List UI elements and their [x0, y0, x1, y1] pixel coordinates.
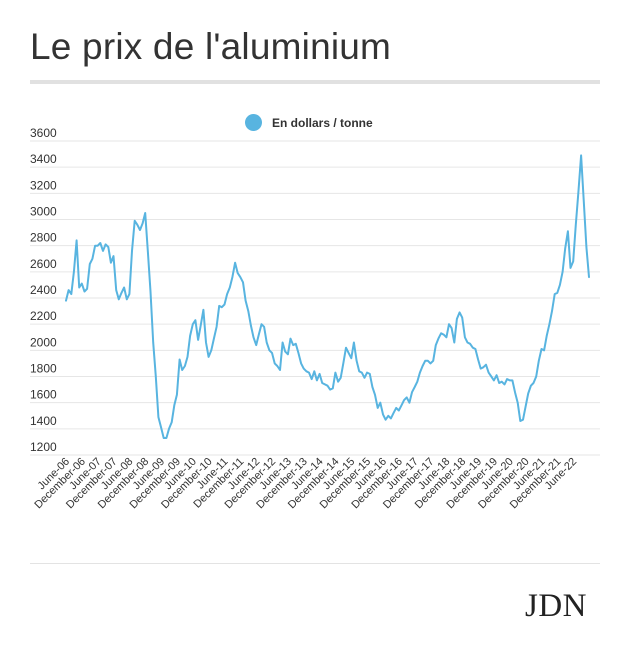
line-chart: 1200 1400 1600 1800 2000 2200 2400 2600 2800 3000… — [30, 126, 600, 512]
y-tick-label: 1600 — [30, 388, 57, 402]
title-divider — [30, 80, 600, 84]
chart-title: Le prix de l'aluminium — [30, 26, 392, 67]
y-tick-label: 2800 — [30, 231, 57, 245]
series-line — [65, 154, 590, 439]
y-tick-label: 1400 — [30, 414, 57, 428]
y-tick-label: 2000 — [30, 335, 57, 349]
y-tick-label: 3600 — [30, 126, 57, 140]
y-tick-label: 2600 — [30, 257, 57, 271]
y-tick-label: 3200 — [30, 178, 57, 192]
bottom-divider — [30, 563, 600, 564]
legend-marker — [245, 114, 262, 131]
legend-label: En dollars / tonne — [272, 115, 373, 130]
y-tick-label: 3400 — [30, 152, 57, 166]
grid-lines — [30, 140, 600, 456]
jdn-logo: JDN — [525, 588, 588, 624]
y-axis: 1200 1400 1600 1800 2000 2200 2400 2600 2800 3000… — [30, 126, 57, 454]
plot-area — [65, 154, 590, 439]
y-tick-label: 1200 — [30, 440, 57, 454]
y-tick-label: 2200 — [30, 309, 57, 323]
x-axis: June-06December-06June-07December-07June… — [32, 456, 579, 512]
chart-legend: En dollars / tonne — [245, 114, 373, 131]
y-tick-label: 2400 — [30, 283, 57, 297]
y-tick-label: 1800 — [30, 362, 57, 376]
y-tick-label: 3000 — [30, 205, 57, 219]
